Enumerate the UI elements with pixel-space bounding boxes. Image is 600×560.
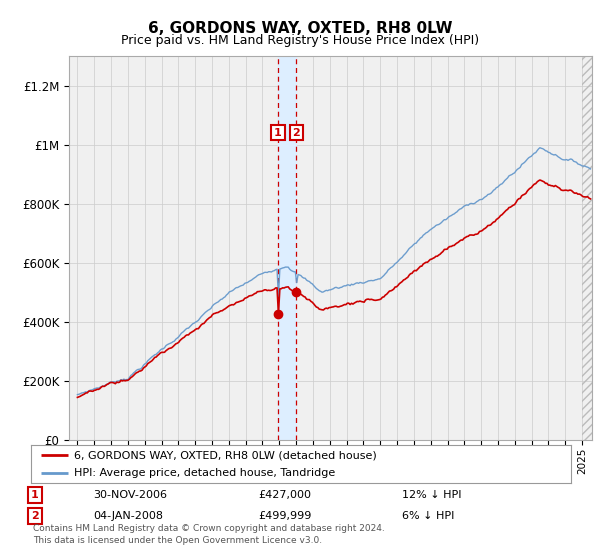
Text: 6, GORDONS WAY, OXTED, RH8 0LW (detached house): 6, GORDONS WAY, OXTED, RH8 0LW (detached… [74,450,377,460]
Text: Price paid vs. HM Land Registry's House Price Index (HPI): Price paid vs. HM Land Registry's House … [121,34,479,46]
Bar [278,56,296,440]
Text: 2: 2 [31,511,38,521]
Text: 30-NOV-2006: 30-NOV-2006 [93,490,167,500]
Text: 1: 1 [274,128,282,138]
Text: 2: 2 [292,128,300,138]
Text: HPI: Average price, detached house, Tandridge: HPI: Average price, detached house, Tand… [74,468,335,478]
Text: 1: 1 [31,490,38,500]
Text: 6, GORDONS WAY, OXTED, RH8 0LW: 6, GORDONS WAY, OXTED, RH8 0LW [148,21,452,36]
Text: £427,000: £427,000 [258,490,311,500]
Text: 04-JAN-2008: 04-JAN-2008 [93,511,163,521]
Text: £499,999: £499,999 [258,511,311,521]
Text: Contains HM Land Registry data © Crown copyright and database right 2024.
This d: Contains HM Land Registry data © Crown c… [33,524,385,545]
Text: 12% ↓ HPI: 12% ↓ HPI [402,490,461,500]
Text: 6% ↓ HPI: 6% ↓ HPI [402,511,454,521]
